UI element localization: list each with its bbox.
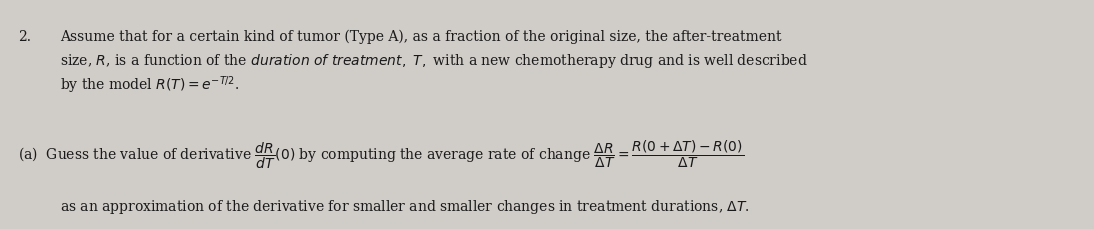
Text: as an approximation of the derivative for smaller and smaller changes in treatme: as an approximation of the derivative fo… — [60, 198, 749, 216]
Text: Assume that for a certain kind of tumor (Type A), as a fraction of the original : Assume that for a certain kind of tumor … — [60, 30, 781, 44]
Text: 2.: 2. — [18, 30, 31, 44]
Text: (a)  Guess the value of derivative $\dfrac{dR}{dT}(0)$ by computing the average : (a) Guess the value of derivative $\dfra… — [18, 139, 744, 171]
Text: by the model $R(T) = e^{-T/2}$.: by the model $R(T) = e^{-T/2}$. — [60, 74, 240, 95]
Text: size, $R$, is a function of the $\mathit{duration\ of\ treatment,\ T,}$ with a n: size, $R$, is a function of the $\mathit… — [60, 52, 807, 70]
